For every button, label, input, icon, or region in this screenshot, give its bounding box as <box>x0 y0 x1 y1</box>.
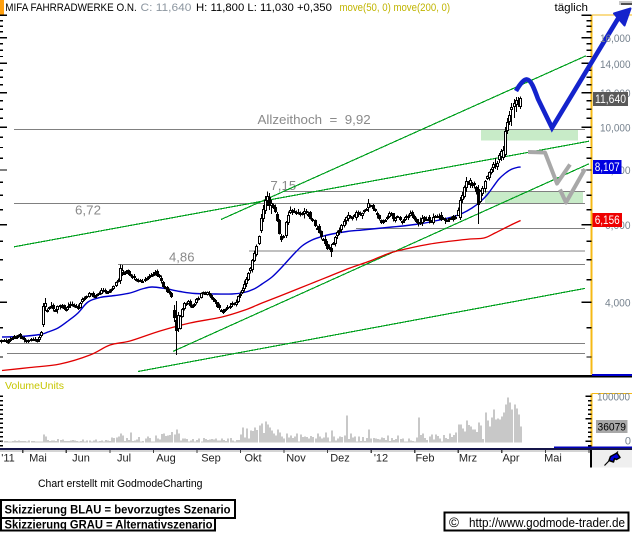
svg-text:100000: 100000 <box>597 391 630 403</box>
svg-text:move(50, 0) move(200, 0): move(50, 0) move(200, 0) <box>340 2 451 14</box>
svg-text:16,000: 16,000 <box>600 33 631 45</box>
svg-text:8,107: 8,107 <box>595 162 620 174</box>
svg-text:'11: '11 <box>1 453 15 465</box>
svg-text:11,640: 11,640 <box>595 94 626 106</box>
svg-text:Aug: Aug <box>156 453 176 465</box>
svg-text:7,15: 7,15 <box>270 178 296 193</box>
svg-text:Mai: Mai <box>29 453 47 465</box>
svg-text:©: © <box>449 515 459 530</box>
svg-text:14,000: 14,000 <box>600 59 631 71</box>
svg-text:Dez: Dez <box>330 453 350 465</box>
svg-text:Jul: Jul <box>117 453 131 465</box>
svg-text:10,000: 10,000 <box>600 123 631 135</box>
svg-text:0: 0 <box>625 435 631 447</box>
svg-text:4,000: 4,000 <box>605 298 631 310</box>
svg-text:Allzeithoch = 9,92: Allzeithoch = 9,92 <box>258 112 371 127</box>
svg-text:4,86: 4,86 <box>169 250 195 265</box>
svg-text:6,72: 6,72 <box>75 203 101 218</box>
svg-text:36079: 36079 <box>598 422 627 434</box>
svg-text:Mrz: Mrz <box>459 453 477 465</box>
svg-text:C: 11,640: C: 11,640 <box>141 2 192 14</box>
svg-text:http://www.godmode-trader.de: http://www.godmode-trader.de <box>469 516 625 530</box>
svg-text:Sep: Sep <box>201 453 221 465</box>
svg-text:Skizzierung GRAU = Alternativs: Skizzierung GRAU = Alternativszenario <box>5 520 213 532</box>
svg-text:Okt: Okt <box>244 453 261 465</box>
svg-text:Feb: Feb <box>416 453 435 465</box>
svg-text:Skizzierung BLAU = bevorzugtes: Skizzierung BLAU = bevorzugtes Szenario <box>5 505 231 517</box>
svg-text:Chart erstellt mit GodmodeChar: Chart erstellt mit GodmodeCharting <box>38 478 203 490</box>
svg-text:Apr: Apr <box>502 453 519 465</box>
svg-text:MIFA FAHRRADWERKE O.N.: MIFA FAHRRADWERKE O.N. <box>5 2 136 14</box>
svg-text:täglich: täglich <box>555 2 589 14</box>
svg-text:Jun: Jun <box>72 453 90 465</box>
svg-text:Nov: Nov <box>286 453 306 465</box>
svg-text:H: 11,800 L: 11,030 +0,350: H: 11,800 L: 11,030 +0,350 <box>196 2 332 14</box>
svg-text:6,156: 6,156 <box>595 215 620 227</box>
svg-text:Mai: Mai <box>544 453 562 465</box>
svg-text:'12: '12 <box>374 453 388 465</box>
svg-text:VolumeUnits: VolumeUnits <box>5 380 64 392</box>
